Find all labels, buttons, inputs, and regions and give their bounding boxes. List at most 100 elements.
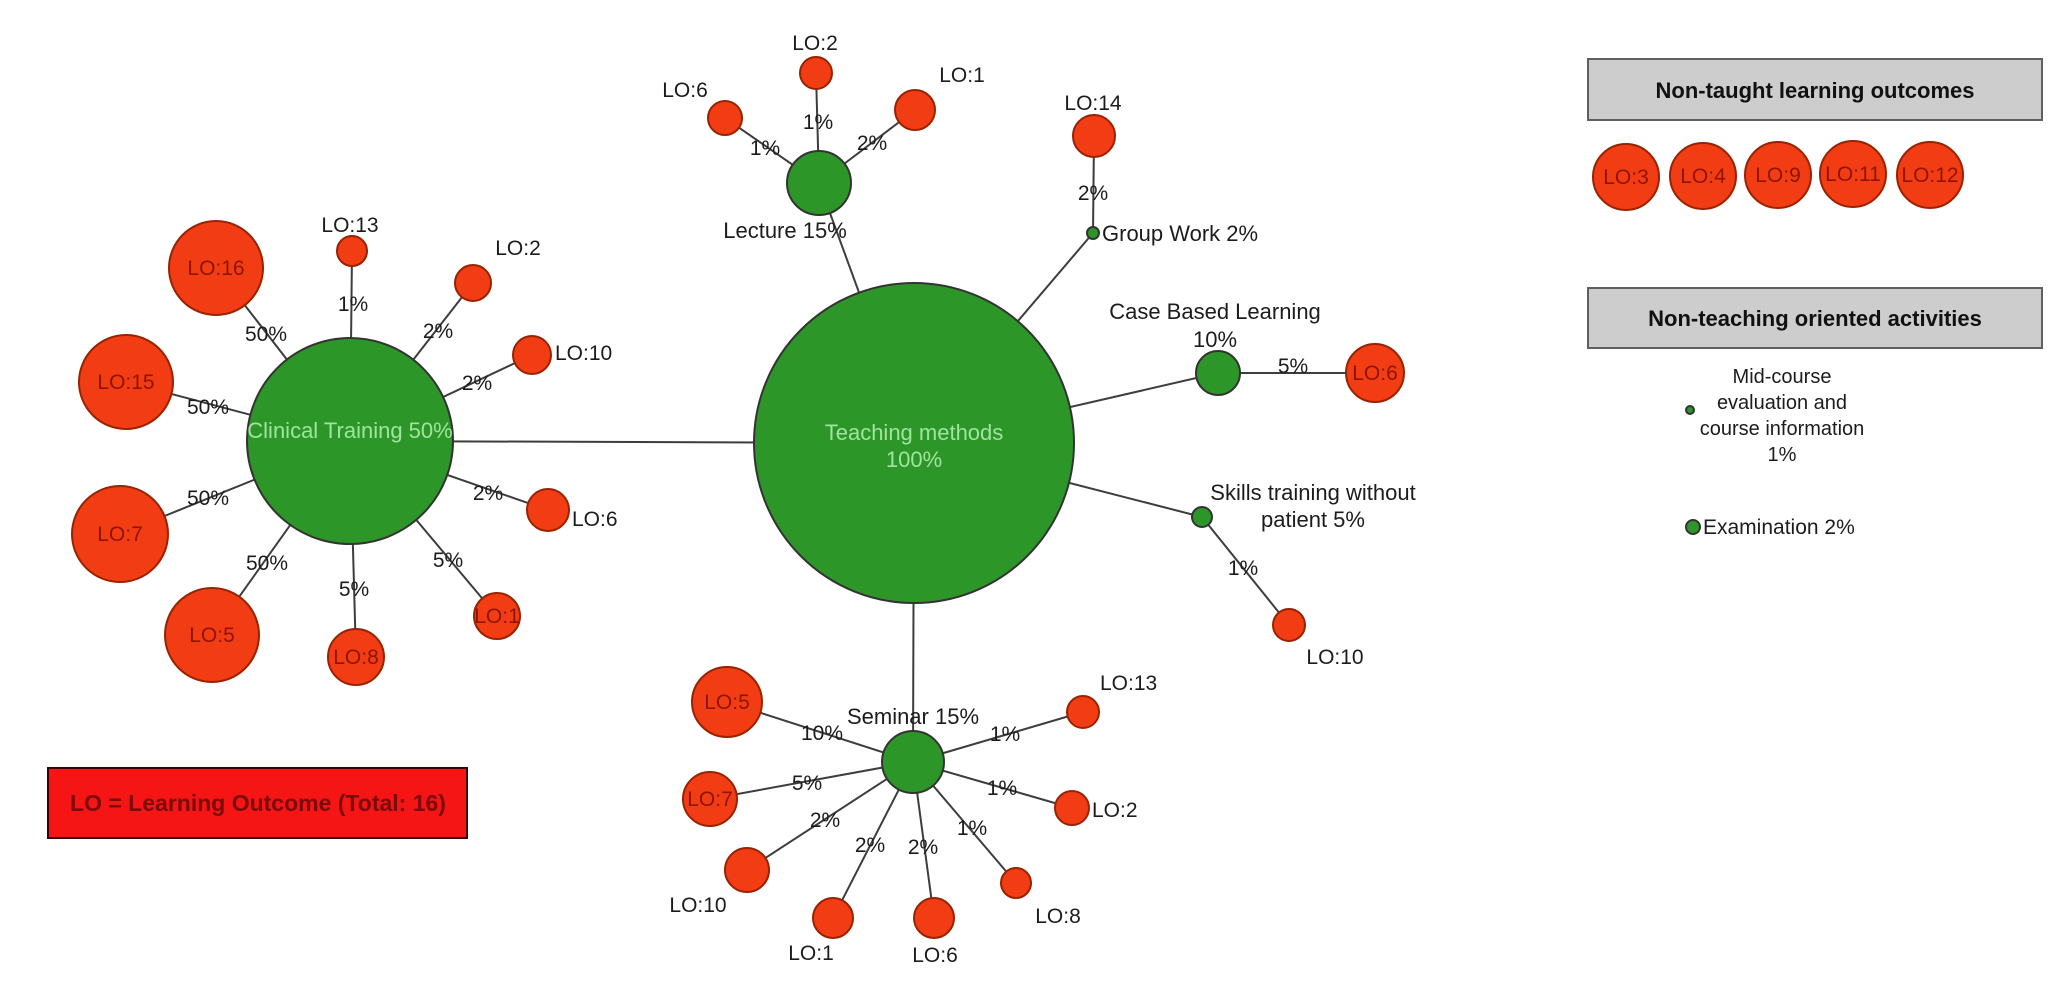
lo3-label: LO:3 <box>1603 166 1649 189</box>
lo5-circle <box>691 666 763 738</box>
satellite-lo1: LO:1 2% <box>788 834 885 965</box>
lo2-circle <box>1054 790 1090 826</box>
lo5-label: LO:5 <box>189 624 235 647</box>
panel-non-taught: Non-taught learning outcomes LO:3 LO:4 L… <box>1587 58 2043 211</box>
lo8-circle <box>327 628 385 686</box>
teaching-methods-label: Teaching methods <box>825 420 1004 445</box>
edge-pct: 1% <box>750 137 780 160</box>
edge-pct: 2% <box>855 834 885 857</box>
satellite-lo10-skills: LO:10 1% <box>1228 557 1364 669</box>
satellite-lo2: LO:2 1% <box>792 32 838 134</box>
non-teaching-title: Non-teaching oriented activities <box>1648 306 1982 331</box>
group-work-label: Group Work 2% <box>1102 221 1258 246</box>
lo14-circle <box>1072 114 1116 158</box>
edge-pct: 1% <box>990 723 1020 746</box>
legend: LO = Learning Outcome (Total: 16) <box>47 767 468 839</box>
edge-pct: 10% <box>801 722 843 745</box>
satellite-lo14: LO:14 2% <box>1064 92 1122 205</box>
lo6-label: LO:6 <box>1352 362 1398 385</box>
lo16-circle <box>168 220 264 316</box>
edge-pct: 5% <box>1278 355 1308 378</box>
satellite-lo1: LO:1 5% <box>433 549 521 640</box>
case-based-label-line2: 10% <box>1193 327 1237 352</box>
lo7-circle <box>682 771 738 827</box>
satellite-lo16: LO:16 50% <box>168 220 287 346</box>
non-taught-item-lo9: LO:9 <box>1744 141 1812 209</box>
mid-course-item: Mid-course evaluation and course informa… <box>1685 366 1864 466</box>
lo15-circle <box>78 334 174 430</box>
lo7-label: LO:7 <box>97 523 143 546</box>
satellite-lo7: LO:7 5% <box>682 771 822 827</box>
node-lecture: Lecture 15% <box>723 150 852 243</box>
edge-pct: 2% <box>857 132 887 155</box>
edge-pct: 50% <box>187 396 229 419</box>
satellite-lo2: LO:2 1% <box>987 777 1138 826</box>
edge-pct: 50% <box>246 552 288 575</box>
edge-pct: 1% <box>803 111 833 134</box>
edge-pct: 5% <box>339 578 369 601</box>
skills-label-line2: patient 5% <box>1261 507 1365 532</box>
lo2-circle <box>799 56 833 90</box>
non-taught-item-lo3: LO:3 <box>1592 143 1660 211</box>
skills-dot <box>1191 506 1213 528</box>
lo13-label: LO:13 <box>1100 672 1157 695</box>
node-teaching-methods: Teaching methods 100% <box>753 282 1075 604</box>
lo6-circle <box>913 897 955 939</box>
lo8-circle <box>1000 867 1032 899</box>
edge-pct: 2% <box>473 482 503 505</box>
lo14-label: LO:14 <box>1064 92 1122 115</box>
non-teaching-header-box <box>1587 287 2043 349</box>
lo15-label: LO:15 <box>97 371 154 394</box>
lo6-label: LO:6 <box>662 79 708 102</box>
lo2-circle <box>454 264 492 302</box>
lo8-label: LO:8 <box>1035 905 1081 928</box>
group-work-dot <box>1086 226 1100 240</box>
clinical-training-circle <box>246 337 454 545</box>
lo7-label: LO:7 <box>687 788 733 811</box>
lo9-circle <box>1744 141 1812 209</box>
non-taught-item-lo12: LO:12 <box>1896 141 1964 209</box>
edge-pct: 2% <box>810 809 840 832</box>
satellite-lo10: LO:10 2% <box>462 335 612 395</box>
legend-text: LO = Learning Outcome (Total: 16) <box>70 790 446 816</box>
lo13-label: LO:13 <box>321 214 378 237</box>
mid-course-line1: Mid-course <box>1733 366 1832 388</box>
satellite-lo1: LO:1 2% <box>857 64 985 155</box>
mid-course-line4: 1% <box>1768 444 1797 466</box>
lo11-circle <box>1819 140 1887 208</box>
teaching-methods-circle <box>753 282 1075 604</box>
edge-pct: 1% <box>957 817 987 840</box>
satellite-lo5: LO:5 50% <box>164 552 288 683</box>
cluster-clinical-satellites: LO:16 50% LO:13 1% LO:2 2% LO:10 2% LO:1… <box>71 214 618 686</box>
case-based-label-line1: Case Based Learning <box>1109 299 1321 324</box>
lecture-label: Lecture 15% <box>723 218 847 243</box>
panel-non-teaching: Non-teaching oriented activities Mid-cou… <box>1587 287 2043 539</box>
mid-course-dot <box>1685 405 1695 415</box>
lo5-label: LO:5 <box>704 691 750 714</box>
edge-skills-lo10 <box>1201 516 1290 626</box>
edge-pct: 1% <box>1228 557 1258 580</box>
lo1-circle <box>473 592 521 640</box>
lo1-label: LO:1 <box>939 64 985 87</box>
satellite-lo10: LO:10 2% <box>669 809 840 917</box>
satellite-lo8: LO:8 5% <box>327 578 385 686</box>
mid-course-line2: evaluation and <box>1717 392 1847 414</box>
edge-pct: 50% <box>187 487 229 510</box>
lo11-label: LO:11 <box>1825 163 1881 186</box>
teaching-methods-pct: 100% <box>886 447 942 472</box>
edge <box>709 761 914 800</box>
lo4-circle <box>1669 142 1737 210</box>
lo1-circle <box>894 89 936 131</box>
lo10-label: LO:10 <box>1306 646 1363 669</box>
satellite-lo2: LO:2 2% <box>423 237 541 343</box>
skills-label-line1: Skills training without <box>1210 480 1415 505</box>
edge <box>746 761 914 871</box>
node-group-work: Group Work 2% <box>1086 221 1258 246</box>
non-taught-item-lo11: LO:11 <box>1819 140 1887 208</box>
lo10-circle <box>724 847 770 893</box>
lo2-label: LO:2 <box>1092 799 1138 822</box>
edge-pct: 2% <box>462 372 492 395</box>
lo12-label: LO:12 <box>1901 164 1958 187</box>
satellite-lo15: LO:15 50% <box>78 334 229 430</box>
lo10-circle <box>512 335 552 375</box>
